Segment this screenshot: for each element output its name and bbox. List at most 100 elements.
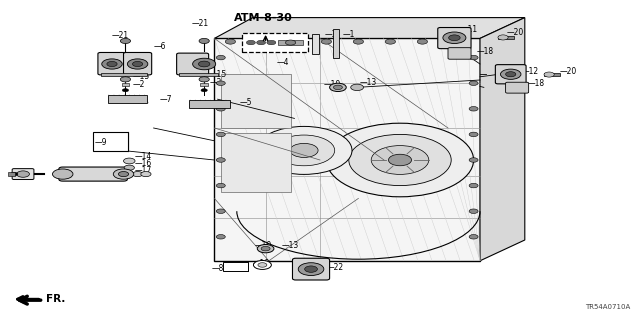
Text: —1: —1 [342, 30, 355, 39]
Bar [108, 95, 147, 103]
Bar [122, 83, 129, 86]
Circle shape [273, 135, 335, 166]
Bar [544, 73, 560, 76]
Circle shape [118, 172, 129, 177]
Circle shape [371, 146, 429, 174]
Circle shape [257, 40, 266, 45]
Circle shape [141, 172, 151, 177]
Polygon shape [214, 38, 480, 261]
Bar [278, 40, 303, 45]
Circle shape [544, 72, 554, 77]
Circle shape [349, 134, 451, 186]
Circle shape [417, 39, 428, 44]
Text: —15: —15 [133, 72, 150, 81]
Circle shape [124, 172, 134, 177]
FancyBboxPatch shape [292, 258, 330, 280]
Circle shape [351, 84, 364, 91]
Circle shape [225, 39, 236, 44]
Circle shape [256, 126, 352, 174]
Circle shape [321, 39, 332, 44]
Bar [101, 73, 147, 76]
Text: —2: —2 [210, 78, 222, 87]
Text: —16: —16 [134, 159, 152, 168]
Circle shape [124, 158, 135, 164]
Circle shape [285, 40, 296, 45]
Text: ATM-8-30: ATM-8-30 [234, 12, 292, 23]
Bar [221, 74, 291, 128]
Circle shape [258, 263, 267, 267]
Circle shape [113, 169, 134, 179]
Bar [498, 36, 514, 39]
FancyBboxPatch shape [506, 82, 529, 93]
Text: —19: —19 [252, 259, 269, 268]
Text: —20: —20 [560, 68, 577, 76]
Circle shape [333, 85, 342, 90]
Polygon shape [214, 18, 525, 38]
Circle shape [199, 38, 209, 44]
Circle shape [132, 61, 143, 67]
Circle shape [469, 183, 478, 188]
Circle shape [10, 172, 18, 176]
Circle shape [216, 107, 225, 111]
Circle shape [469, 209, 478, 213]
Text: FR.: FR. [46, 294, 65, 304]
Text: —4: —4 [276, 58, 289, 67]
FancyBboxPatch shape [448, 48, 471, 59]
Circle shape [290, 143, 318, 157]
Circle shape [469, 132, 478, 137]
Bar [189, 100, 230, 108]
Circle shape [246, 40, 255, 45]
Circle shape [449, 35, 460, 41]
Text: —18: —18 [528, 79, 545, 88]
Text: —10: —10 [255, 241, 272, 250]
FancyBboxPatch shape [495, 65, 526, 84]
Circle shape [107, 61, 117, 67]
Text: —13: —13 [360, 78, 377, 87]
Bar [8, 172, 15, 176]
Circle shape [500, 69, 521, 79]
Text: —5: —5 [240, 98, 253, 107]
Bar [312, 34, 319, 54]
Circle shape [120, 77, 131, 82]
Circle shape [132, 172, 143, 177]
Circle shape [469, 55, 478, 60]
Circle shape [298, 263, 324, 276]
FancyBboxPatch shape [12, 169, 34, 180]
Bar [200, 83, 208, 86]
Circle shape [443, 32, 466, 44]
Circle shape [52, 169, 73, 179]
Text: —6: —6 [154, 42, 166, 51]
Text: —13: —13 [282, 241, 299, 250]
Text: —15: —15 [210, 70, 227, 79]
Circle shape [498, 35, 508, 40]
Circle shape [216, 132, 225, 137]
Text: —12: —12 [522, 68, 539, 76]
Circle shape [17, 171, 29, 177]
Circle shape [216, 81, 225, 85]
Circle shape [449, 39, 460, 44]
Bar [93, 132, 128, 151]
Circle shape [122, 89, 129, 92]
Text: —17: —17 [134, 166, 152, 175]
Text: —18: —18 [477, 47, 494, 56]
Text: —10: —10 [323, 80, 340, 89]
Circle shape [201, 89, 207, 92]
Circle shape [257, 39, 268, 44]
FancyBboxPatch shape [177, 53, 209, 75]
Text: —20: —20 [507, 28, 524, 37]
FancyBboxPatch shape [98, 52, 126, 75]
Text: —21: —21 [112, 31, 129, 40]
Text: —21: —21 [192, 19, 209, 28]
Circle shape [385, 39, 396, 44]
Text: —2: —2 [133, 80, 145, 89]
Circle shape [193, 58, 216, 70]
Text: —8: —8 [211, 264, 223, 273]
Circle shape [216, 183, 225, 188]
FancyBboxPatch shape [59, 167, 127, 181]
Circle shape [216, 55, 225, 60]
Bar [179, 73, 218, 76]
Circle shape [120, 38, 131, 44]
Circle shape [469, 81, 478, 85]
Polygon shape [480, 18, 525, 261]
Circle shape [469, 107, 478, 111]
